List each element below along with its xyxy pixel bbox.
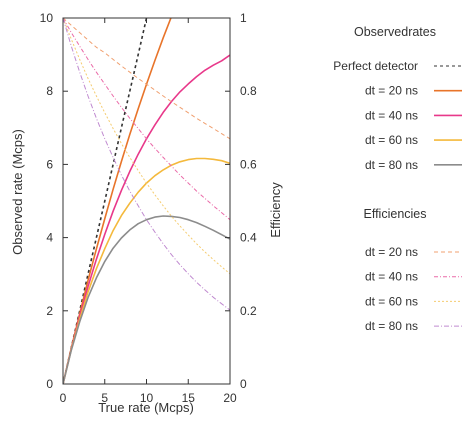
legend-entry-label: dt = 60 ns [365, 294, 418, 308]
legend-entry-label: dt = 40 ns [365, 108, 418, 122]
x-axis-label: True rate (Mcps) [98, 400, 194, 415]
x-tick-label: 5 [101, 391, 108, 405]
y2-axis-label: Efficiency [268, 182, 283, 238]
x-tick-label: 0 [60, 391, 67, 405]
plot-frame [62, 17, 231, 385]
y2-tick-label: 0.2 [240, 304, 257, 318]
y2-tick-label: 0.4 [240, 231, 257, 245]
legend-entry-label: dt = 20 ns [365, 84, 418, 98]
x-tick-label: 15 [182, 391, 196, 405]
series-line-efficiency-8 [63, 18, 230, 311]
series-line-efficiency-6 [63, 18, 230, 221]
legend-group-1: Efficiencies dt = 20 ns dt = 40 ns dt = 60 … [364, 207, 462, 333]
y2-tick-label: 0.6 [240, 157, 257, 171]
y-tick-label: 0 [46, 377, 53, 391]
y-tick-label: 10 [40, 11, 54, 25]
y2-tick-label: 0.8 [240, 84, 257, 98]
series-group [63, 18, 230, 384]
y-axis-label: Observed rate (Mcps) [10, 129, 25, 255]
x-tick-label: 20 [223, 391, 237, 405]
plot-area [63, 18, 230, 384]
y-tick-label: 6 [46, 157, 53, 171]
series-line-efficiency-7 [63, 18, 230, 275]
legend-group-0: Observedrates Perfect detector dt = 20 ns d… [333, 25, 462, 172]
y-tick-label: 8 [46, 84, 53, 98]
y2-tick-label: 0 [240, 377, 247, 391]
legend-entry-label: dt = 20 ns [365, 245, 418, 259]
legend-entry-label: dt = 40 ns [365, 270, 418, 284]
y-tick-label: 4 [46, 231, 53, 245]
y2-tick-label: 1 [240, 11, 247, 25]
series-line-rate-4 [63, 215, 230, 384]
y-tick-label: 2 [46, 304, 53, 318]
series-line-efficiency-5 [63, 18, 230, 140]
legend-entry-label: dt = 80 ns [365, 158, 418, 172]
legend: Observedrates Perfect detector dt = 20 ns d… [333, 25, 462, 333]
legend-title: Efficiencies [364, 207, 427, 221]
legend-entry-label: dt = 80 ns [365, 319, 418, 333]
series-line-rate-1 [63, 18, 172, 384]
x-tick-label: 10 [140, 391, 154, 405]
legend-entry-label: Perfect detector [333, 59, 418, 73]
legend-entry-label: dt = 60 ns [365, 133, 418, 147]
legend-title: Observedrates [354, 25, 436, 39]
